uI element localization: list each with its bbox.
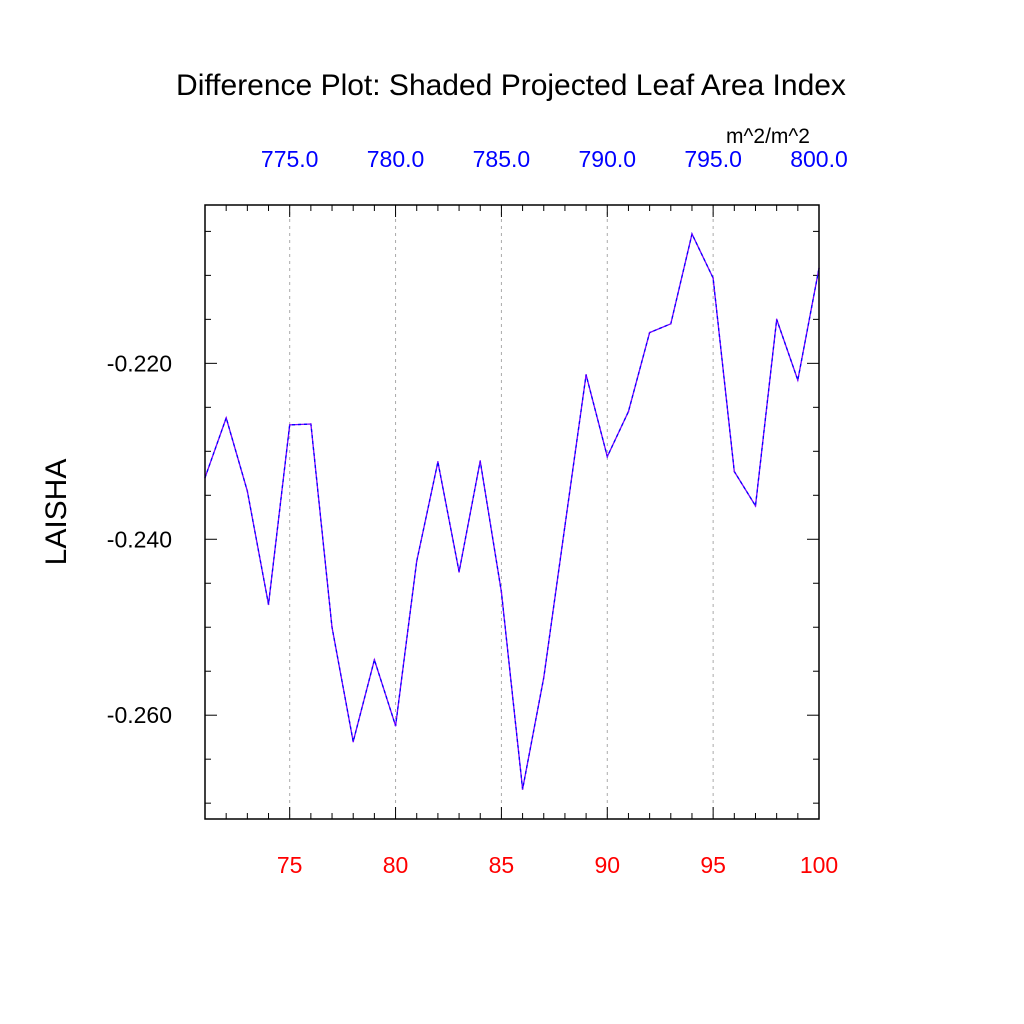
data-point — [775, 318, 778, 321]
data-point — [754, 505, 757, 507]
data-point — [373, 658, 376, 661]
y-tick-label: -0.220 — [107, 350, 172, 376]
units-label: m^2/m^2 — [726, 125, 810, 148]
data-point — [712, 277, 714, 279]
y-tick-label: -0.260 — [107, 702, 172, 728]
data-point — [669, 322, 672, 325]
data-point — [542, 676, 545, 679]
top-axis-tick-label: 785.0 — [473, 146, 531, 172]
data-point — [564, 525, 566, 527]
top-axis-tick-label: 795.0 — [684, 146, 742, 172]
x-grid-lines — [289, 205, 714, 819]
y-tick-label: -0.240 — [107, 526, 172, 552]
data-point — [352, 740, 355, 743]
data-point — [331, 626, 333, 629]
data-point — [394, 724, 397, 727]
data-point — [521, 788, 524, 790]
data-point — [733, 470, 736, 473]
data-point — [458, 571, 460, 573]
data-point — [648, 331, 651, 334]
top-axis-tick-label: 775.0 — [261, 146, 319, 172]
x-tick-label: 80 — [383, 852, 409, 878]
data-point — [500, 591, 503, 593]
data-point — [479, 460, 482, 462]
x-tick-label: 95 — [700, 852, 726, 878]
data-point — [246, 490, 249, 492]
data-point — [627, 410, 630, 413]
data-point — [415, 560, 418, 563]
tick-labels: 75 80 85 90 95 100 775.0 780.0 785.0 790.0 795.0 80… — [107, 146, 848, 878]
chart-title: Difference Plot: Shaded Projected Leaf A… — [176, 69, 846, 102]
data-point — [585, 373, 587, 376]
data-point — [691, 233, 693, 235]
series-layer — [204, 232, 820, 790]
x-tick-label: 75 — [277, 852, 303, 878]
data-point — [225, 417, 227, 419]
axis-ticks — [204, 205, 820, 819]
data-point — [606, 455, 609, 458]
plot-frame — [204, 204, 820, 820]
top-axis-tick-label: 800.0 — [790, 146, 848, 172]
top-axis-tick-label: 780.0 — [367, 146, 425, 172]
data-point — [288, 424, 291, 426]
series-line — [204, 232, 820, 790]
x-tick-label: 85 — [489, 852, 515, 878]
data-point — [437, 461, 439, 463]
data-point — [797, 379, 799, 381]
x-tick-label: 90 — [594, 852, 620, 878]
data-point — [267, 603, 270, 606]
series-line-dashed-overlay — [204, 232, 820, 790]
y-axis-label: LAISHA — [40, 459, 73, 566]
x-tick-label: 100 — [800, 852, 838, 878]
data-point — [310, 423, 312, 425]
top-axis-tick-label: 790.0 — [578, 146, 636, 172]
